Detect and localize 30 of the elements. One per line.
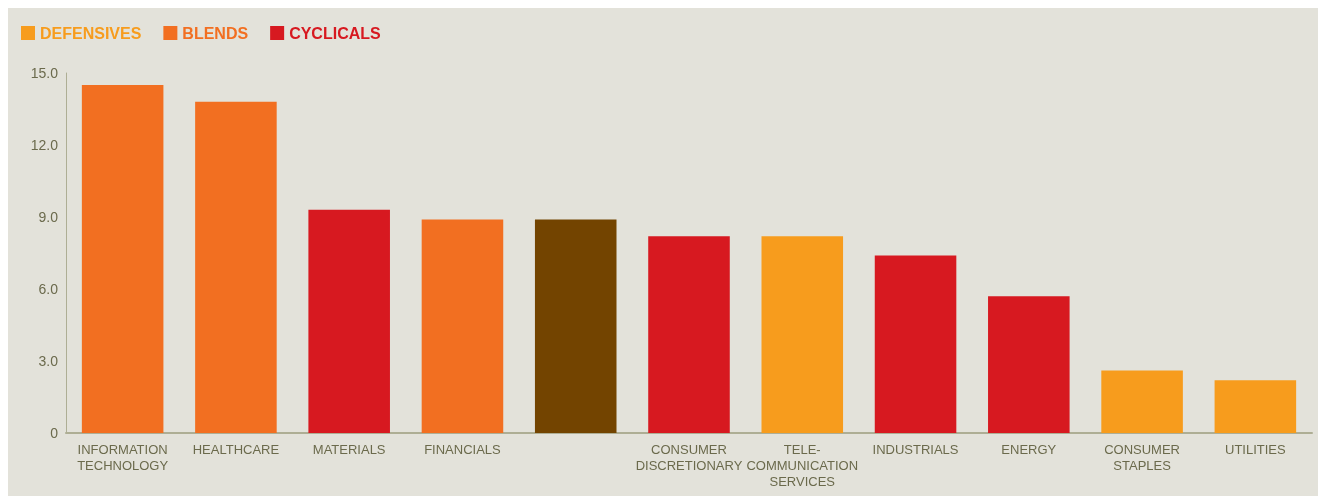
- bar: [761, 236, 844, 433]
- y-tick-label: 3.0: [38, 353, 59, 369]
- x-tick-label: UTILITIES: [1225, 441, 1287, 457]
- y-tick-label: 9.0: [38, 209, 59, 225]
- bar: [308, 209, 390, 433]
- bar: [534, 219, 617, 433]
- legend-label: CYCLICALS: [289, 24, 382, 42]
- bar: [1101, 370, 1183, 433]
- y-tick-label: 0: [50, 425, 59, 441]
- y-tick-label: 12.0: [30, 137, 59, 153]
- legend-label: BLENDS: [182, 24, 249, 42]
- bar: [81, 85, 164, 433]
- x-tick-label: CONSUMER DISCRETIONARY: [635, 441, 743, 473]
- x-tick-label: HEALTHCARE: [192, 441, 280, 457]
- x-tick-label: FINANCIALS: [424, 441, 502, 457]
- bar: [874, 255, 957, 433]
- x-tick-label: ENERGY: [1001, 441, 1057, 457]
- x-tick-label: MATERIALS: [312, 441, 386, 457]
- bar: [195, 101, 277, 433]
- y-tick-label: 15.0: [30, 65, 59, 81]
- bar: [1214, 380, 1297, 433]
- bar: [988, 296, 1070, 433]
- y-tick-label: 6.0: [38, 281, 59, 297]
- legend-label: DEFENSIVES: [40, 24, 142, 42]
- x-tick-label: TELE-COMMUNICATION SERVICES: [746, 441, 859, 489]
- bar: [648, 236, 730, 433]
- x-tick-label: INFORMATION TECHNOLOGY: [77, 441, 169, 473]
- x-tick-label: INDUSTRIALS: [872, 441, 959, 457]
- bar: [421, 219, 504, 433]
- x-tick-label: CONSUMER STAPLES: [1104, 441, 1181, 473]
